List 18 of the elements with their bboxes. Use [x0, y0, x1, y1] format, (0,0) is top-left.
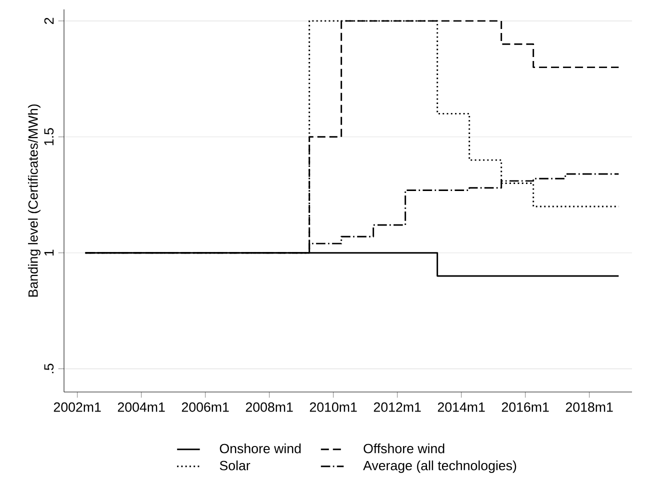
legend-label: Average (all technologies)	[363, 460, 516, 474]
y-tick-label: 1.5	[44, 128, 54, 146]
x-tick-label: 2018m1	[566, 402, 613, 412]
x-tick-label: 2012m1	[374, 402, 421, 412]
y-tick-label: 1	[44, 250, 54, 256]
y-axis-title: Banding level (Certificates/MWh)	[28, 104, 40, 297]
legend-label: Onshore wind	[220, 444, 301, 454]
x-tick-label: 2004m1	[118, 402, 165, 412]
legend-label: Solar	[220, 460, 250, 470]
x-tick-label: 2010m1	[310, 402, 357, 412]
y-tick-label: .5	[44, 364, 54, 374]
y-tick-label: 2	[44, 18, 54, 24]
x-tick-label: 2014m1	[438, 402, 485, 412]
x-tick-label: 2008m1	[246, 402, 293, 412]
legend-label: Offshore wind	[364, 444, 444, 454]
x-tick-label: 2002m1	[54, 402, 101, 412]
x-tick-label: 2016m1	[502, 402, 549, 412]
x-tick-label: 2006m1	[182, 402, 229, 412]
